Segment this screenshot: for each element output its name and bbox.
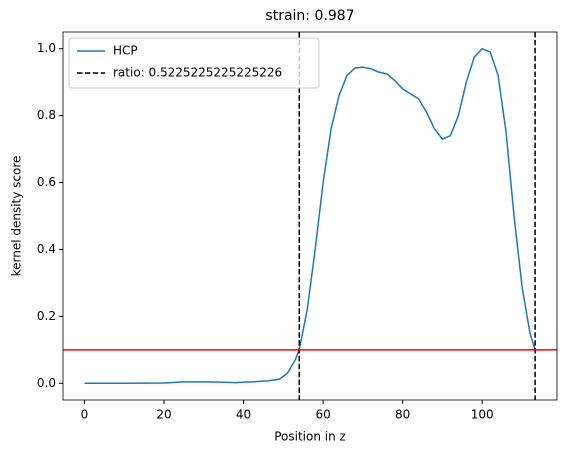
x-tick-label: 20	[156, 408, 171, 422]
y-tick-label: 0.4	[37, 242, 56, 256]
x-tick-label: 100	[471, 408, 494, 422]
x-tick-label: 0	[81, 408, 89, 422]
y-tick-label: 0.8	[37, 108, 56, 122]
line-series	[84, 47, 536, 385]
y-tick-label: 1.0	[37, 41, 56, 55]
legend-label: HCP	[113, 44, 138, 58]
x-axis-label: Position in z	[274, 430, 346, 444]
x-tick-label: 40	[236, 408, 251, 422]
legend-box	[68, 37, 320, 89]
x-tick-label: 60	[315, 408, 330, 422]
chart-title: strain: 0.987	[265, 8, 354, 24]
legend-label: ratio: 0.5225225225225226	[113, 66, 282, 80]
y-tick-label: 0.0	[37, 376, 56, 390]
y-axis-label: kernel density score	[10, 156, 24, 277]
axes-frame	[62, 31, 558, 401]
y-tick-label: 0.6	[37, 175, 56, 189]
y-tick-label: 0.2	[37, 309, 56, 323]
x-tick-label: 80	[395, 408, 410, 422]
